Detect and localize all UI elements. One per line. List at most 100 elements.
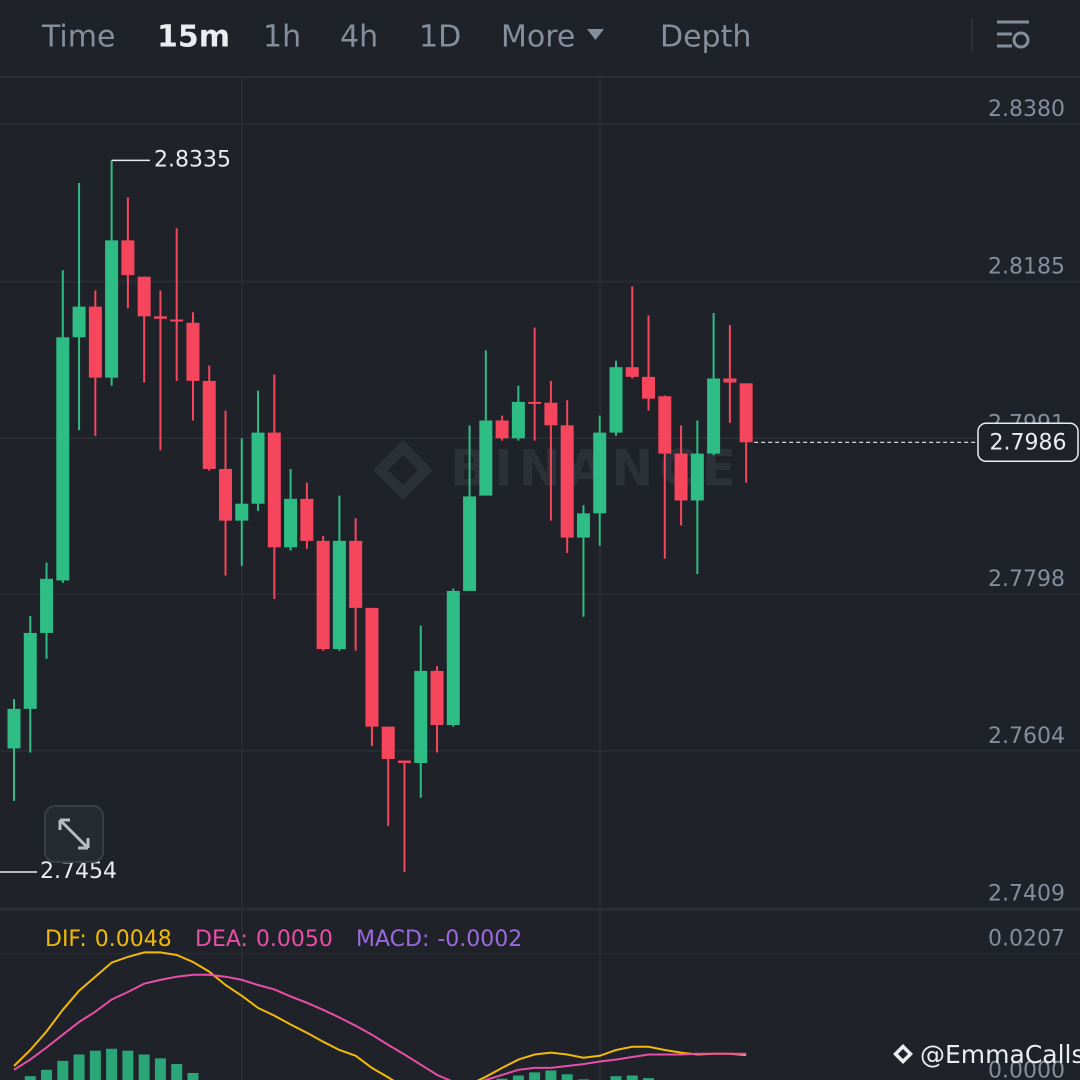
candle-body bbox=[528, 401, 542, 404]
candle-body bbox=[267, 432, 281, 548]
candle-body bbox=[137, 276, 151, 317]
watermark-logo bbox=[373, 440, 433, 500]
candle-body bbox=[723, 378, 737, 383]
macd-bar bbox=[106, 1048, 118, 1080]
expand-button[interactable] bbox=[44, 805, 104, 863]
macd-bar bbox=[122, 1050, 134, 1080]
candle-body bbox=[495, 420, 509, 439]
y-tick-label: 2.8185 bbox=[988, 255, 1065, 280]
macd-line bbox=[13, 951, 747, 1080]
y-tick-label: 0.0000 bbox=[988, 1059, 1065, 1080]
macd-line bbox=[13, 973, 747, 1080]
macd-bar bbox=[529, 1072, 541, 1080]
candle-body bbox=[739, 383, 753, 443]
min-price-label: 2.7454 bbox=[40, 859, 117, 884]
candle-body bbox=[414, 670, 428, 763]
macd-bar bbox=[57, 1060, 69, 1080]
legend-entry: DIF: 0.0048 bbox=[45, 927, 172, 952]
candle-body bbox=[609, 367, 623, 433]
legend-name: DEA: bbox=[195, 927, 248, 952]
legend-value: -0.0002 bbox=[437, 927, 522, 952]
legend-entry: MACD: -0.0002 bbox=[356, 927, 522, 952]
macd-bar bbox=[24, 1076, 36, 1080]
candle-body bbox=[397, 760, 411, 763]
y-tick-label: 2.7798 bbox=[988, 567, 1065, 592]
candle-body bbox=[560, 425, 574, 538]
candle-body bbox=[365, 607, 379, 727]
candle-body bbox=[153, 316, 167, 319]
candle-body bbox=[332, 540, 346, 650]
candle-body bbox=[642, 376, 656, 399]
macd-bar bbox=[138, 1054, 150, 1080]
dropdown-arrow[interactable] bbox=[587, 29, 604, 40]
candle-body bbox=[284, 498, 298, 548]
user-watermark-logo bbox=[893, 1044, 913, 1064]
watermark-text: BINANCE bbox=[450, 440, 742, 498]
candle-body bbox=[219, 468, 233, 521]
candle-body bbox=[235, 503, 249, 521]
legend-name: MACD: bbox=[356, 927, 429, 952]
last-price-label: 2.7986 bbox=[990, 430, 1067, 455]
candle-body bbox=[446, 590, 460, 726]
candle-body bbox=[511, 401, 525, 439]
candle-body bbox=[479, 420, 493, 496]
macd-bar bbox=[171, 1064, 183, 1080]
macd-bar bbox=[512, 1075, 524, 1080]
settings-icon[interactable] bbox=[997, 20, 1030, 49]
candle-body bbox=[56, 337, 70, 581]
candle-body bbox=[349, 540, 363, 608]
tab[interactable]: Depth bbox=[660, 20, 751, 55]
user-watermark: @EmmaCalls bbox=[920, 1040, 1080, 1069]
macd-bar bbox=[545, 1070, 557, 1080]
candle-body bbox=[23, 632, 37, 709]
y-tick-label: 2.7409 bbox=[988, 881, 1065, 906]
tab[interactable]: Time bbox=[41, 20, 115, 55]
chart-layer: 2.83802.81852.79912.77982.76042.74092.83… bbox=[0, 97, 1080, 1080]
candle-body bbox=[576, 513, 590, 538]
macd-bar bbox=[41, 1069, 53, 1080]
legend-entry: DEA: 0.0050 bbox=[195, 927, 333, 952]
candle-body bbox=[121, 240, 135, 276]
y-tick-label: 0.0207 bbox=[988, 927, 1065, 952]
candle-body bbox=[593, 432, 607, 514]
tab[interactable]: 1h bbox=[263, 20, 301, 55]
tab-bar: Time 15m 1h 4h 1D More Depth bbox=[41, 20, 751, 55]
candle-body bbox=[707, 378, 721, 454]
candle-body bbox=[202, 380, 216, 469]
candle-body bbox=[316, 540, 330, 650]
macd-bar bbox=[610, 1076, 622, 1080]
candle-body bbox=[544, 402, 558, 426]
tab[interactable]: 1D bbox=[419, 20, 461, 55]
tab[interactable]: 15m bbox=[157, 20, 230, 55]
candle-body bbox=[625, 367, 639, 377]
macd-bar bbox=[73, 1054, 85, 1080]
y-tick-label: 2.7604 bbox=[988, 724, 1065, 749]
macd-bar bbox=[89, 1050, 101, 1080]
candle-body bbox=[690, 453, 704, 501]
tab[interactable]: 4h bbox=[340, 20, 378, 55]
candle-body bbox=[251, 432, 265, 504]
macd-bar bbox=[561, 1074, 573, 1080]
macd-bar bbox=[154, 1058, 166, 1080]
candle-body bbox=[658, 396, 672, 454]
macd-bar bbox=[626, 1075, 638, 1080]
max-price-label: 2.8335 bbox=[154, 147, 231, 172]
legend-name: DIF: bbox=[45, 927, 87, 952]
tab[interactable]: More bbox=[501, 20, 575, 55]
candle-body bbox=[674, 453, 688, 501]
macd-bar bbox=[187, 1072, 199, 1080]
macd-bar bbox=[643, 1078, 655, 1080]
candle-body bbox=[7, 708, 21, 749]
y-tick-label: 2.8380 bbox=[988, 97, 1065, 122]
candle-body bbox=[381, 726, 395, 759]
candle-body bbox=[300, 498, 314, 541]
last-price-box bbox=[977, 422, 1079, 463]
candle-body bbox=[430, 670, 444, 726]
candle-body bbox=[72, 306, 86, 338]
candle-body bbox=[88, 306, 102, 378]
candle-body bbox=[40, 578, 54, 633]
candle-body bbox=[170, 319, 184, 322]
